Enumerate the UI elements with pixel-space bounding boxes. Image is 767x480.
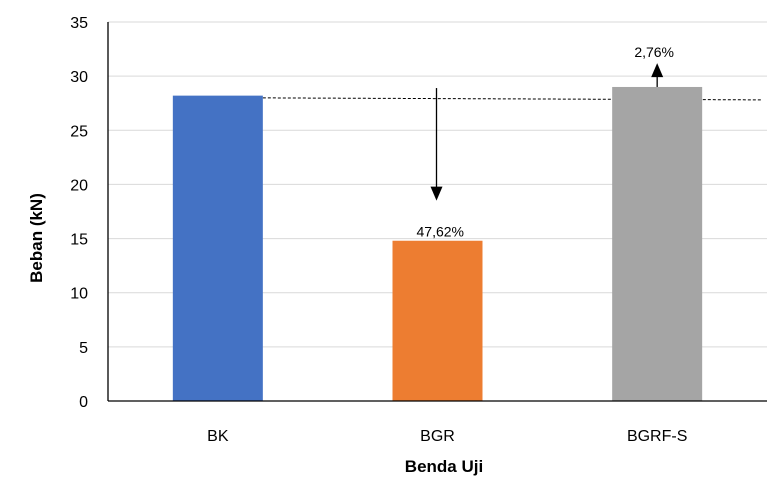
y-tick-label: 15	[70, 232, 88, 249]
bar-bgrf-s	[612, 86, 703, 401]
bar-bgr	[392, 240, 483, 401]
y-tick-label: 10	[70, 286, 88, 303]
y-axis-title: Beban (kN)	[27, 193, 46, 283]
y-tick-label: 5	[79, 340, 88, 357]
bar-bk	[172, 95, 263, 402]
y-tick-label: 0	[79, 394, 88, 411]
x-tick-label: BGR	[420, 428, 455, 445]
arrow-head-down	[430, 186, 443, 201]
y-tick-label: 20	[70, 177, 88, 194]
x-tick-label: BK	[207, 428, 229, 445]
x-tick-labels: BK BGR BGRF-S	[207, 428, 687, 445]
annotation-label: 47,62%	[417, 224, 464, 240]
y-tick-label: 25	[70, 123, 88, 140]
y-tick-label: 35	[70, 15, 88, 32]
y-tick-label: 30	[70, 69, 88, 86]
bars	[172, 86, 703, 402]
annotation-label: 2,76%	[634, 44, 674, 60]
arrow-head-up	[651, 63, 664, 78]
x-axis-title: Benda Uji	[405, 457, 483, 476]
x-tick-label: BGRF-S	[627, 428, 687, 445]
axes	[107, 22, 767, 402]
y-tick-labels: 0 5 10 15 20 25 30 35	[70, 15, 88, 411]
annotation-arrows: 47,62% 2,76%	[417, 44, 675, 240]
